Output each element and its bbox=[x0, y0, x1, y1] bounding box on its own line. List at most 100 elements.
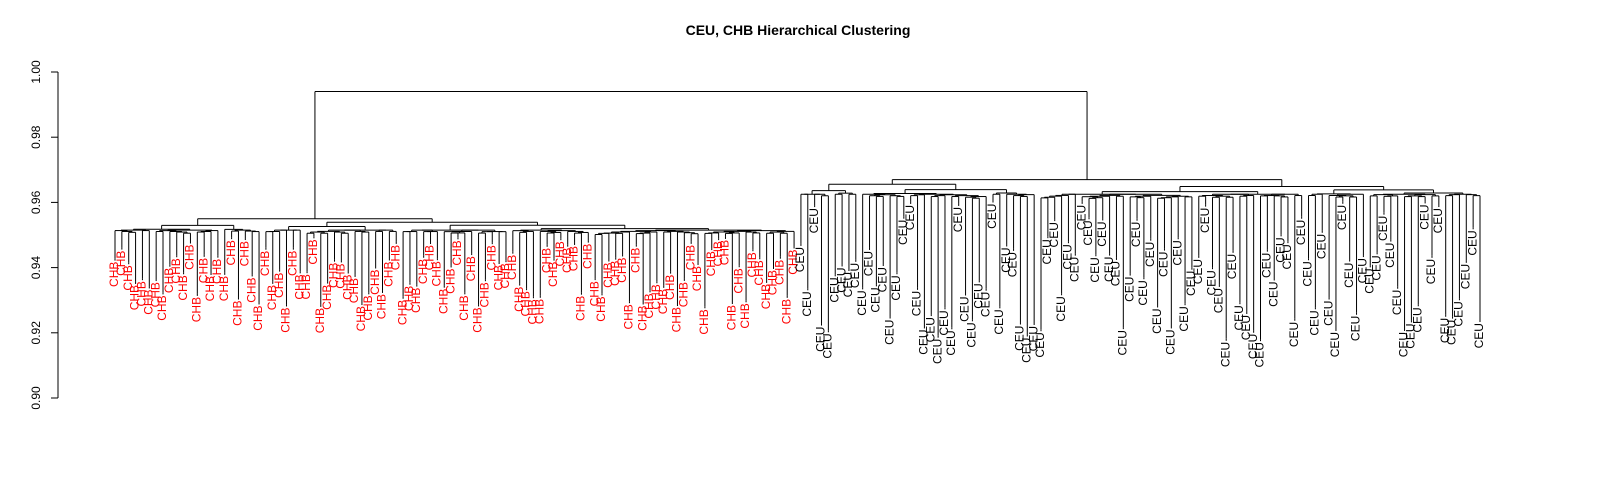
leaf-label: CEU bbox=[944, 330, 958, 355]
leaf-label: CEU bbox=[910, 291, 924, 316]
leaf-label: CEU bbox=[971, 283, 985, 308]
leaf-label: CHB bbox=[498, 263, 512, 288]
leaf-label: CHB bbox=[436, 289, 450, 314]
leaf-label: CHB bbox=[162, 268, 176, 293]
leaf-label: CEU bbox=[1239, 315, 1253, 340]
leaf-label: CEU bbox=[1246, 334, 1260, 359]
leaf-label: CEU bbox=[1362, 268, 1376, 293]
leaf-label: CEU bbox=[1424, 259, 1438, 284]
leaf-label: CHB bbox=[443, 268, 457, 293]
leaf-label: CEU bbox=[1225, 254, 1239, 279]
leaf-label: CHB bbox=[402, 286, 416, 311]
leaf-label: CEU bbox=[1273, 237, 1287, 262]
leaf-label: CHB bbox=[711, 241, 725, 266]
leaf-label: CHB bbox=[430, 261, 444, 286]
leaf-label: CEU bbox=[917, 329, 931, 354]
leaf-label: CHB bbox=[388, 245, 402, 270]
leaf-label: CHB bbox=[484, 245, 498, 270]
leaf-label: CEU bbox=[965, 322, 979, 347]
leaf-label: CHB bbox=[258, 251, 272, 276]
leaf-label: CEU bbox=[1342, 263, 1356, 288]
leaf-label: CEU bbox=[923, 317, 937, 342]
leaf-label: CEU bbox=[1383, 243, 1397, 268]
leaf-label: CEU bbox=[1321, 301, 1335, 326]
leaf-label: CEU bbox=[1033, 332, 1047, 357]
leaf-label: CHB bbox=[306, 239, 320, 264]
leaf-label: CHB bbox=[725, 305, 739, 330]
leaf-label: CHB bbox=[279, 307, 293, 332]
leaf-label: CEU bbox=[1472, 323, 1486, 348]
leaf-label: CHB bbox=[766, 270, 780, 295]
leaf-label: CEU bbox=[1164, 329, 1178, 354]
leaf-label: CHB bbox=[382, 262, 396, 287]
leaf-label: CEU bbox=[1026, 326, 1040, 351]
leaf-label: CEU bbox=[1074, 205, 1088, 230]
leaf-label: CEU bbox=[1287, 322, 1301, 347]
leaf-label: CHB bbox=[114, 251, 128, 276]
leaf-label: CHB bbox=[361, 295, 375, 320]
dendrogram-links bbox=[114, 91, 1481, 342]
leaf-label: CHB bbox=[224, 240, 238, 265]
leaf-label: CHB bbox=[745, 252, 759, 277]
leaf-label: CEU bbox=[1349, 316, 1363, 341]
leaf-label: CHB bbox=[334, 263, 348, 288]
leaf-label: CHB bbox=[478, 282, 492, 307]
leaf-label: CEU bbox=[1404, 323, 1418, 348]
leaf-label: CHB bbox=[183, 244, 197, 269]
leaf-label: CHB bbox=[169, 258, 183, 283]
leaf-label: CHB bbox=[237, 241, 251, 266]
leaf-label: CEU bbox=[1177, 306, 1191, 331]
leaf-label: CHB bbox=[354, 306, 368, 331]
leaf-label: CHB bbox=[608, 261, 622, 286]
leaf-label: CHB bbox=[313, 308, 327, 333]
leaf-label: CHB bbox=[718, 240, 732, 265]
leaf-label: CEU bbox=[1431, 208, 1445, 233]
leaf-label: CHB bbox=[189, 297, 203, 322]
leaf-label: CHB bbox=[450, 240, 464, 265]
leaf-label: CEU bbox=[896, 220, 910, 245]
leaf-label: CEU bbox=[1061, 244, 1075, 269]
leaf-label: CEU bbox=[814, 327, 828, 352]
leaf-label: CHB bbox=[574, 296, 588, 321]
leaf-label: CHB bbox=[628, 248, 642, 273]
leaf-label: CHB bbox=[567, 246, 581, 271]
leaf-label: CEU bbox=[841, 272, 855, 297]
leaf-label: CEU bbox=[1054, 296, 1068, 321]
leaf-label: CEU bbox=[1266, 281, 1280, 306]
leaf-label: CHB bbox=[731, 268, 745, 293]
leaf-label: CHB bbox=[738, 303, 752, 328]
leaf-label: CEU bbox=[1335, 205, 1349, 230]
leaf-label: CHB bbox=[416, 259, 430, 284]
y-tick-label: 0.96 bbox=[29, 190, 43, 214]
leaf-label: CEU bbox=[903, 205, 917, 230]
leaf-label: CEU bbox=[1369, 255, 1383, 280]
leaf-label: CHB bbox=[752, 260, 766, 285]
leaf-label: CHB bbox=[663, 275, 677, 300]
leaf-label: CEU bbox=[1150, 308, 1164, 333]
y-tick-label: 0.98 bbox=[29, 125, 43, 149]
leaf-labels: CHBCHBCHBCHBCHBCHBCHBCHBCHBCHBCHBCHBCHBC… bbox=[107, 204, 1486, 368]
leaf-label: CEU bbox=[930, 339, 944, 364]
leaf-label: CEU bbox=[1115, 330, 1129, 355]
leaf-label: CHB bbox=[107, 262, 121, 287]
leaf-label: CEU bbox=[992, 309, 1006, 334]
leaf-label: CEU bbox=[1301, 261, 1315, 286]
leaf-label: CHB bbox=[375, 294, 389, 319]
leaf-label: CHB bbox=[601, 263, 615, 288]
leaf-label: CEU bbox=[1280, 244, 1294, 269]
leaf-label: CHB bbox=[265, 285, 279, 310]
leaf-label: CHB bbox=[704, 251, 718, 276]
leaf-label: CHB bbox=[272, 273, 286, 298]
leaf-label: CEU bbox=[1088, 257, 1102, 282]
leaf-label: CEU bbox=[1006, 252, 1020, 277]
leaf-label: CEU bbox=[1122, 277, 1136, 302]
leaf-label: CEU bbox=[800, 291, 814, 316]
leaf-label: CEU bbox=[1397, 332, 1411, 357]
leaf-label: CHB bbox=[203, 276, 217, 301]
leaf-label: CHB bbox=[594, 296, 608, 321]
leaf-label: CHB bbox=[622, 304, 636, 329]
leaf-label: CHB bbox=[649, 284, 663, 309]
leaf-label: CHB bbox=[642, 293, 656, 318]
leaf-label: CEU bbox=[937, 310, 951, 335]
leaf-label: CHB bbox=[299, 274, 313, 299]
